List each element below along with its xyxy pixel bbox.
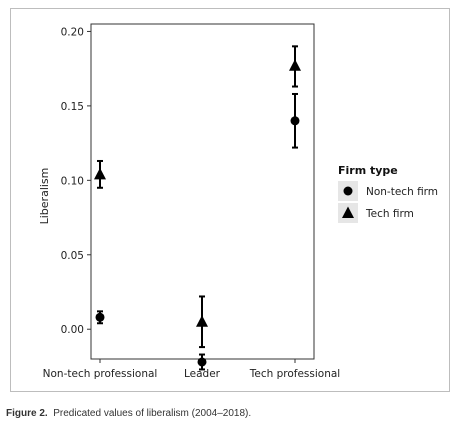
legend-title: Firm type	[338, 164, 398, 177]
x-axis: Non-tech professional Leader Tech professi…	[43, 359, 340, 380]
y-tick-label: 0.20	[61, 26, 84, 38]
y-tick-label: 0.15	[61, 101, 84, 113]
legend: Firm type Non-tech firm Tech firm	[338, 164, 438, 223]
caption-label: Figure 2.	[6, 408, 48, 419]
point-triangle	[196, 315, 208, 327]
data-marks	[94, 45, 301, 371]
point-circle	[290, 116, 300, 126]
x-tick-label: Non-tech professional	[43, 368, 158, 380]
y-tick-label: 0.05	[61, 250, 84, 262]
point-circle	[95, 312, 105, 322]
liberalism-chart: 0.00 0.05 0.10 0.15 0.20 Non-tech profession…	[38, 23, 438, 380]
y-tick-label: 0.10	[61, 175, 84, 187]
caption-text: Predicated values of liberalism (2004–20…	[53, 408, 252, 419]
x-tick-label: Tech professional	[249, 368, 340, 380]
y-tick-label: 0.00	[61, 324, 84, 336]
y-axis-label: Liberalism	[38, 168, 51, 225]
legend-entry-label: Non-tech firm	[366, 186, 438, 198]
y-axis: 0.00 0.05 0.10 0.15 0.20	[61, 26, 91, 336]
x-tick-label: Leader	[184, 368, 221, 380]
legend-circle-marker	[343, 186, 353, 196]
legend-entry-label: Tech firm	[365, 208, 414, 220]
point-triangle	[289, 59, 301, 71]
figure-frame	[10, 8, 450, 392]
point-triangle	[94, 167, 106, 180]
legend-triangle-marker	[342, 206, 354, 218]
figure-caption: Figure 2. Predicated values of liberalis…	[6, 408, 251, 419]
point-circle	[197, 357, 207, 367]
